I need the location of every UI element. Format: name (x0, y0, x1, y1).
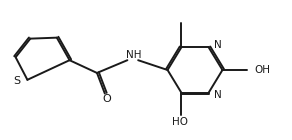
Text: N: N (214, 90, 221, 101)
Text: O: O (102, 94, 111, 104)
Text: OH: OH (255, 65, 271, 75)
Text: S: S (13, 76, 20, 86)
Text: HO: HO (172, 117, 188, 127)
Text: NH: NH (126, 50, 141, 60)
Text: N: N (214, 39, 221, 50)
